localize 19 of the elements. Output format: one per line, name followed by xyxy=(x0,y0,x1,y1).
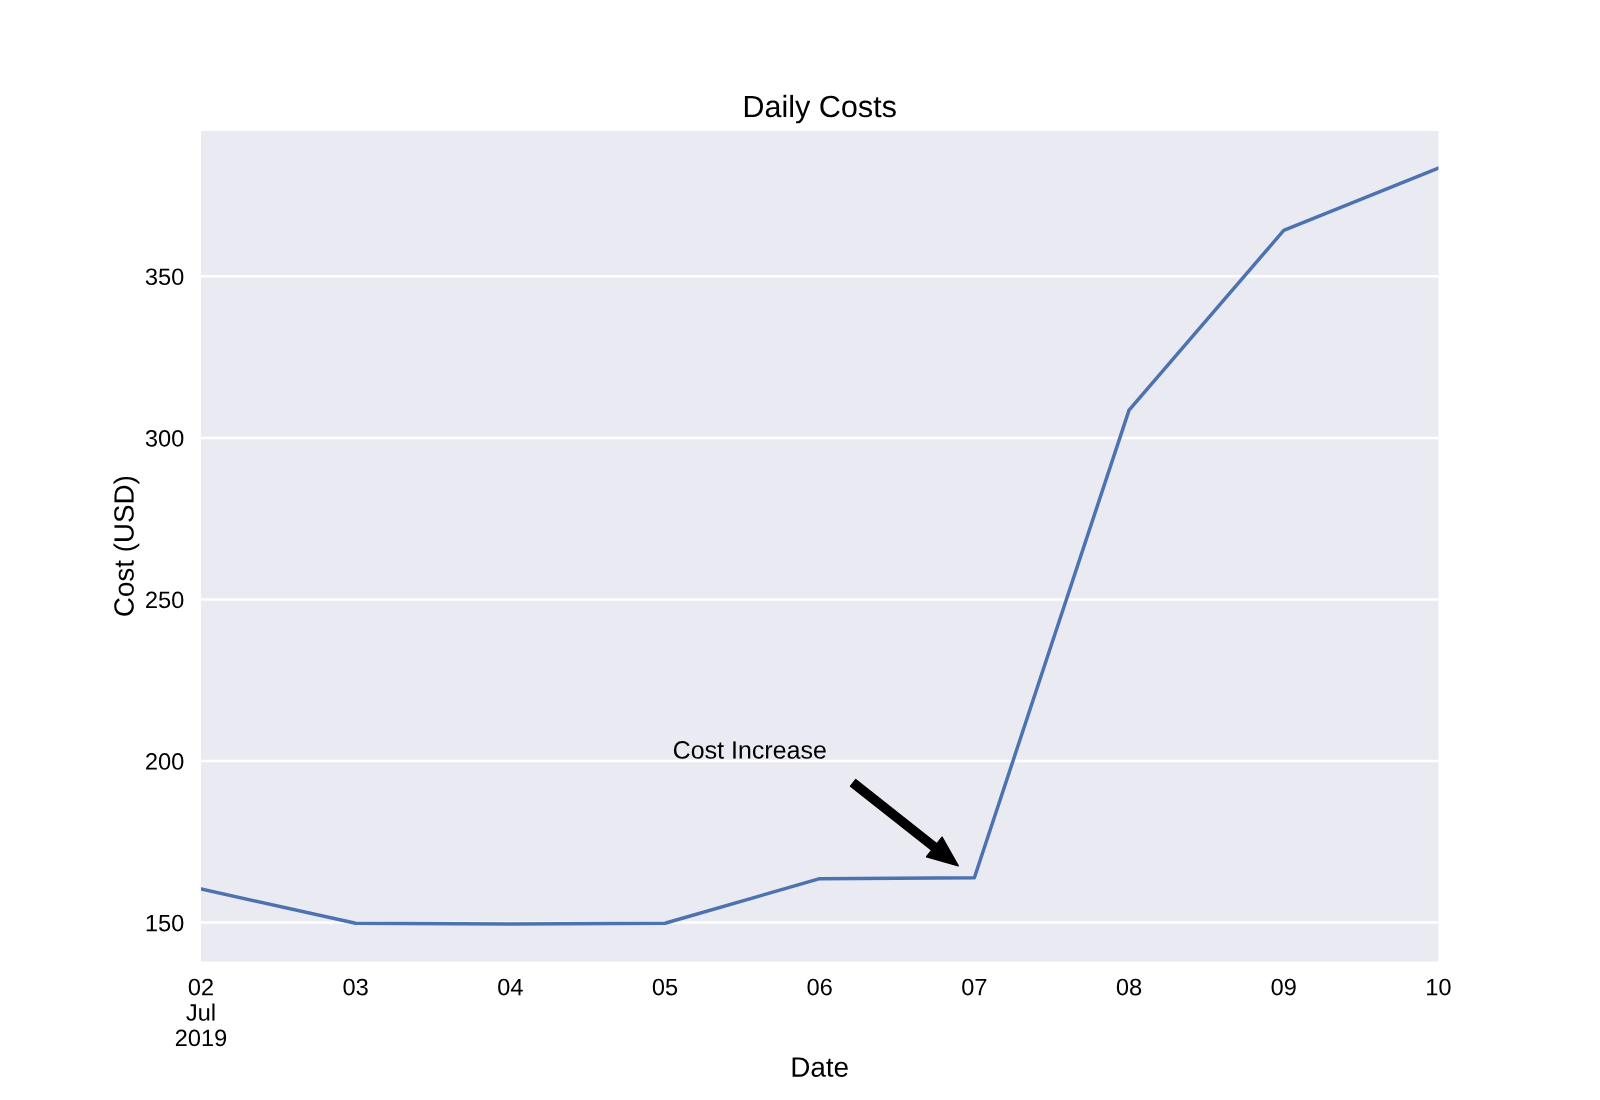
y-tick-label: 200 xyxy=(146,753,184,770)
x-tick-label: 04 xyxy=(498,978,523,996)
x-tick-label: 03 xyxy=(343,978,368,996)
x-tick-label: 05 xyxy=(652,978,678,996)
y-axis-title: Cost (USD) xyxy=(113,476,140,616)
x-axis-title: Date xyxy=(792,1057,848,1077)
x-tick-label: 02 Jul 2019 xyxy=(175,978,227,1047)
y-tick-label: 150 xyxy=(146,914,184,932)
x-tick-label: 10 xyxy=(1427,978,1451,996)
x-tick-label: 07 xyxy=(962,978,987,996)
y-tick-label: 250 xyxy=(146,591,184,609)
y-tick-label: 350 xyxy=(145,268,184,286)
annotation: Cost Increase xyxy=(673,741,826,759)
line-series xyxy=(200,166,1439,926)
x-tick-label: 08 xyxy=(1116,978,1142,996)
x-tick-label: 09 xyxy=(1271,978,1296,996)
x-tick-label: 06 xyxy=(807,978,832,996)
chart-title: Daily Costs xyxy=(744,94,896,124)
y-tick-label: 300 xyxy=(145,429,184,447)
